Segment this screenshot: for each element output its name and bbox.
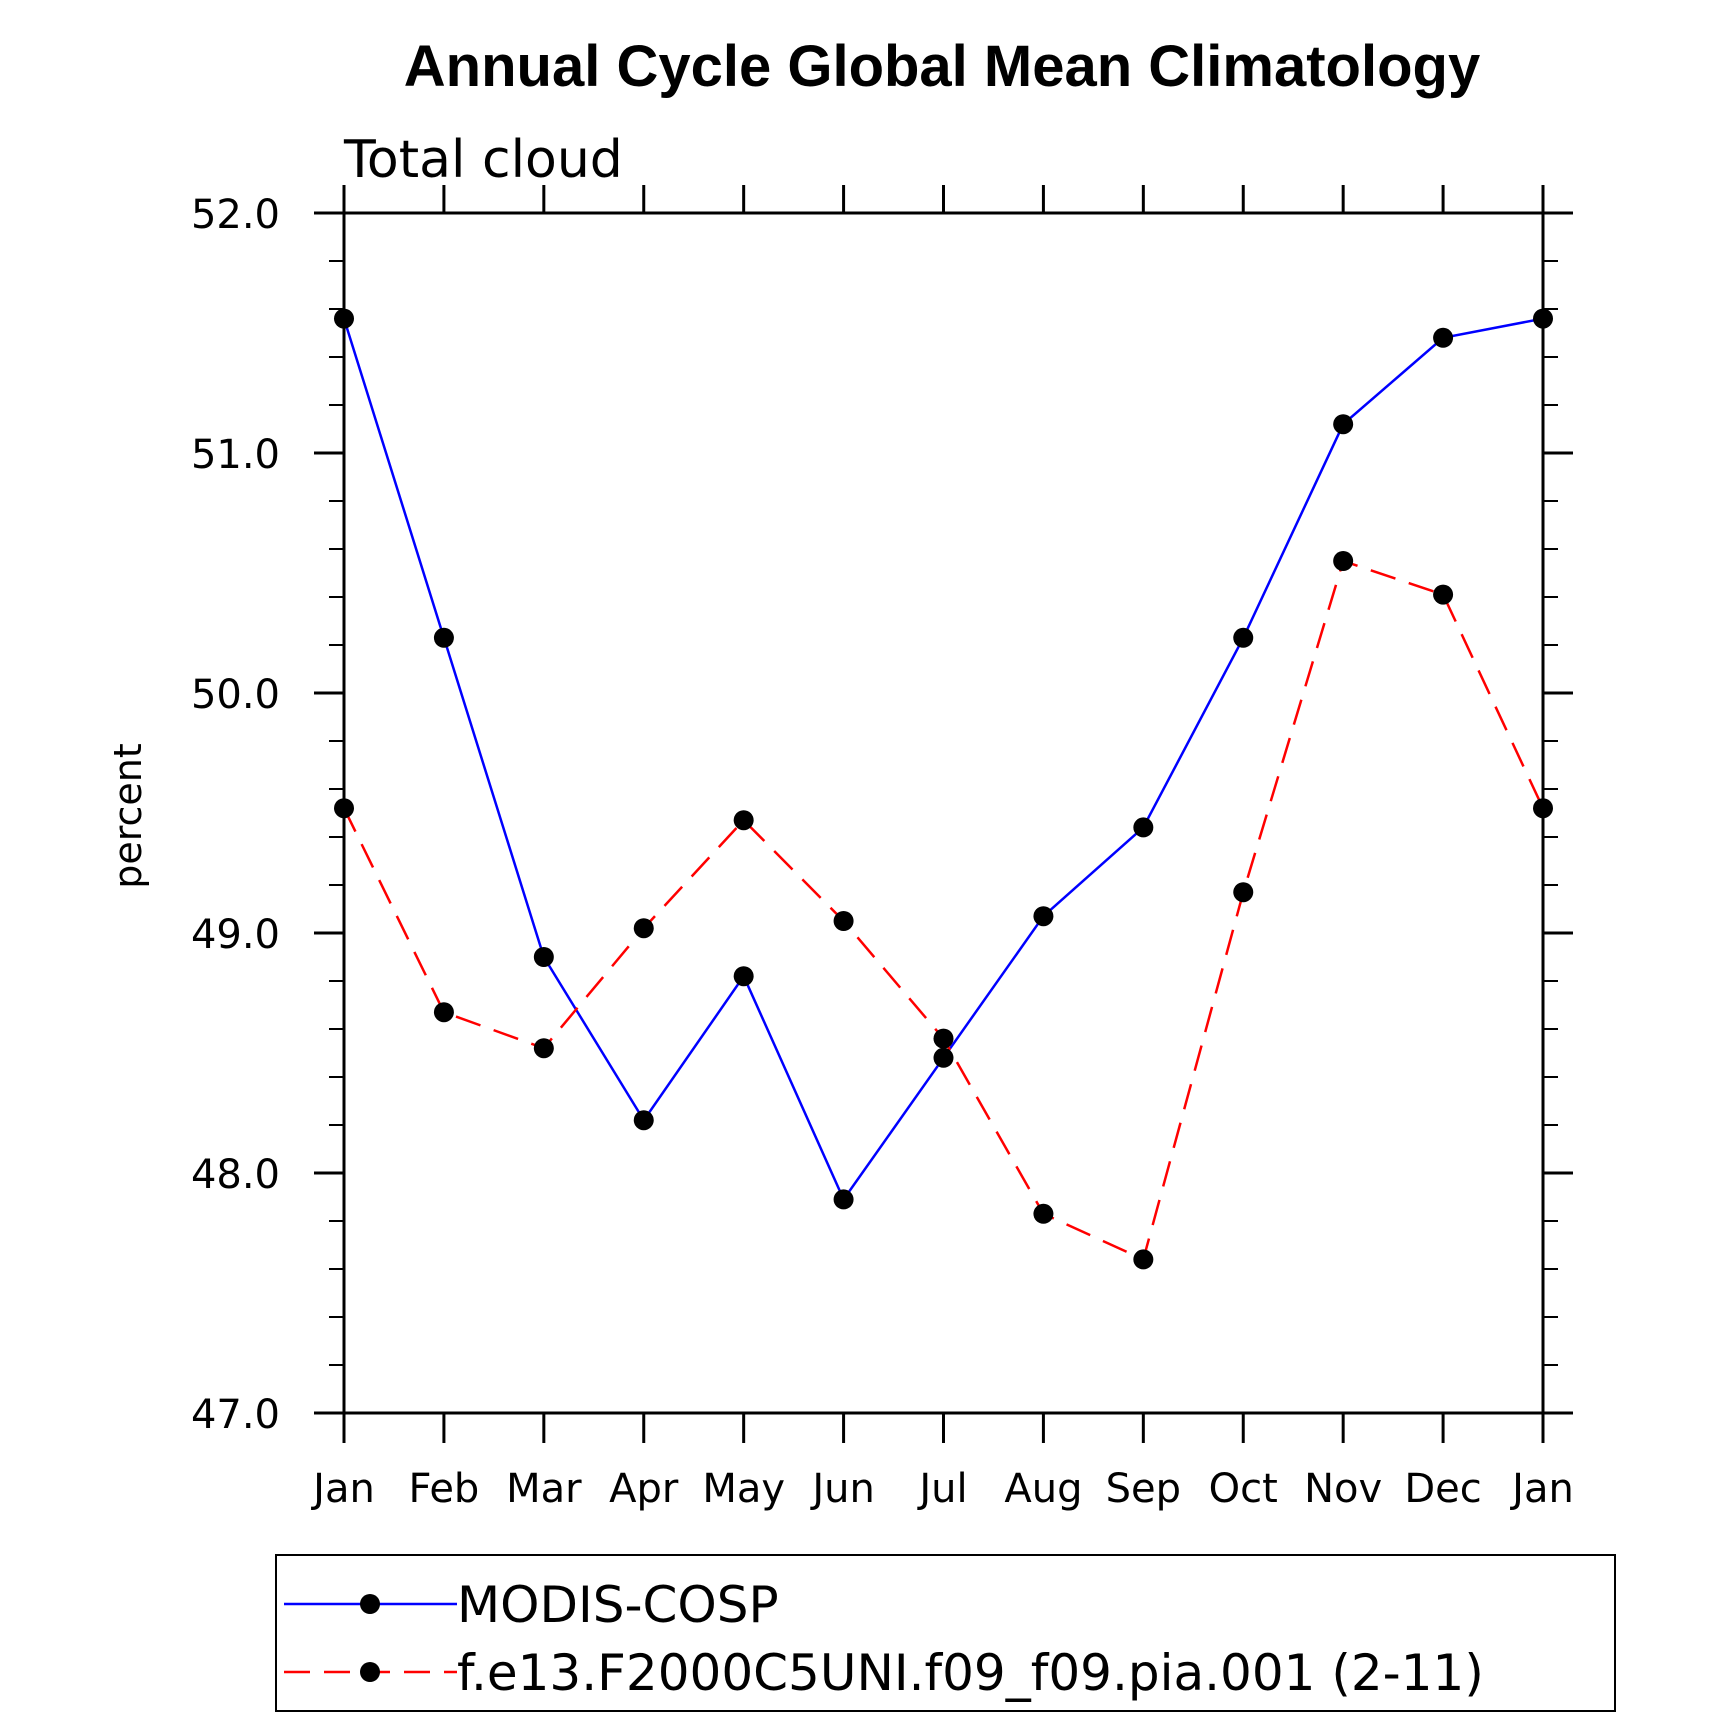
- series-2-point: [334, 798, 354, 819]
- series-1-point: [334, 308, 354, 329]
- x-tick-label: Oct: [1209, 1466, 1278, 1512]
- axes: Jan Feb Mar Apr May Jun Jul Aug Sep Oct Nov Dec Jan 4…: [191, 185, 1574, 1512]
- chart-subtitle: Total cloud: [343, 130, 623, 190]
- chart-title: Annual Cycle Global Mean Climatology: [404, 34, 1480, 99]
- series-2-point: [733, 810, 754, 831]
- series-2-point: [533, 1038, 554, 1059]
- series-1-point: [1533, 308, 1553, 329]
- series-2-point: [1533, 798, 1553, 819]
- series-2-point: [1333, 551, 1354, 571]
- series-1-point: [733, 966, 754, 987]
- legend-label-1: MODIS-COSP: [457, 1576, 779, 1634]
- series-2-point: [1433, 584, 1454, 605]
- x-tick-label: Jan: [310, 1466, 375, 1512]
- y-tick-label: 52.0: [191, 192, 280, 238]
- x-tick-label: Jun: [809, 1466, 875, 1512]
- x-tick-label: Jan: [1509, 1466, 1574, 1512]
- legend-marker-1: [360, 1594, 380, 1614]
- series-layer: [334, 308, 1553, 1270]
- y-tick-label: 47.0: [191, 1392, 280, 1438]
- series-2-point: [1233, 882, 1254, 903]
- series-2-point: [1033, 1203, 1054, 1224]
- series-1-point: [1333, 414, 1354, 435]
- series-1-point: [1233, 627, 1254, 648]
- x-tick-label: Feb: [409, 1466, 480, 1512]
- x-tick-label: Mar: [506, 1466, 582, 1512]
- x-tick-label: Jul: [916, 1466, 967, 1512]
- legend-label-2: f.e13.F2000C5UNI.f09_f09.pia.001 (2-11): [457, 1644, 1484, 1702]
- x-tick-label: Nov: [1304, 1466, 1382, 1512]
- series-1-point: [833, 1189, 854, 1210]
- series-2-point: [833, 911, 854, 931]
- y-axis-label: percent: [106, 743, 150, 889]
- series-line-2: [342, 559, 1545, 1262]
- series-1-point: [533, 947, 554, 967]
- series-2-point: [633, 918, 654, 939]
- series-1-point: [1133, 817, 1154, 838]
- series-2-point: [1133, 1249, 1154, 1270]
- series-2-point: [433, 1002, 454, 1023]
- y-tick-label: 48.0: [191, 1152, 280, 1198]
- series-1-point: [1033, 906, 1054, 927]
- x-tick-label: Sep: [1106, 1466, 1181, 1512]
- legend-marker-2: [360, 1662, 380, 1682]
- plot-frame: [342, 211, 1545, 1415]
- x-tick-label: Dec: [1404, 1466, 1481, 1512]
- x-tick-label: May: [702, 1466, 785, 1512]
- legend: MODIS-COSP f.e13.F2000C5UNI.f09_f09.pia.0…: [275, 1554, 1616, 1712]
- y-tick-label: 49.0: [191, 912, 280, 958]
- series-1-point: [633, 1110, 654, 1131]
- y-tick-label: 50.0: [191, 672, 280, 718]
- series-1-point: [933, 1047, 954, 1068]
- y-tick-label: 51.0: [191, 432, 280, 478]
- series-1-point: [433, 627, 454, 648]
- x-tick-label: Aug: [1004, 1466, 1082, 1512]
- series-1-point: [1433, 327, 1454, 348]
- legend-box: [275, 1554, 1616, 1712]
- x-tick-label: Apr: [609, 1466, 679, 1512]
- series-2-point: [933, 1028, 954, 1049]
